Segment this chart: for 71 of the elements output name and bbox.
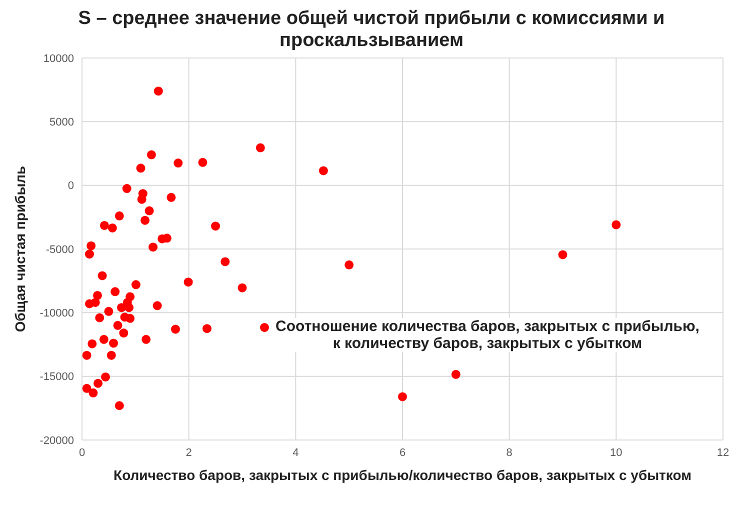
point [88,388,98,398]
y-tick-label: 5000 [50,116,74,129]
point [95,313,104,322]
point [174,158,183,168]
point [451,370,460,379]
point [114,211,124,220]
point [184,278,193,287]
point [220,257,230,266]
point [108,223,117,232]
point [144,206,154,216]
point [148,242,158,252]
point [84,250,94,259]
y-axis-title: Общая чистая прибыль [12,165,28,332]
point [198,158,208,167]
point [142,334,151,344]
point [154,86,163,96]
x-tick-label: 4 [292,446,299,459]
point [140,216,150,225]
point [110,287,120,296]
point [114,401,124,410]
point [117,303,126,312]
y-tick-label: -15000 [40,371,74,384]
x-tick-label: 10 [610,446,622,459]
point [558,250,568,260]
x-axis-title: Количество баров, закрытых с прибылью/количество баров, закрытых с убытком [114,467,692,483]
point [100,220,109,230]
point [211,222,220,231]
y-tick-label: -20000 [40,434,74,447]
chart-title: S – среднее значение общей чистой прибыли с комиссиями и проскальзыванием [77,8,666,52]
point [398,392,407,402]
x-tick-label: 12 [716,446,730,459]
point [94,378,103,388]
point [170,324,180,334]
y-tick-label: -5000 [46,244,74,256]
point [86,241,96,250]
point [101,372,110,382]
legend-label: Соотношение количества баров, закрытых с прибылью, к количеству баров, закрытых с убытком [275,318,700,352]
point [82,384,92,393]
point [99,334,108,344]
point [166,192,176,202]
point [238,283,247,292]
point [126,314,135,323]
point [612,220,621,230]
point [109,338,118,348]
point [104,306,114,316]
point [318,166,328,176]
point [152,301,162,310]
x-tick-label: 6 [399,446,406,459]
y-tick-label: -10000 [40,308,74,320]
y-tick-label: 0 [68,180,74,192]
point [137,194,146,204]
x-tick-label: 0 [78,446,86,459]
point [124,303,134,312]
point [90,298,100,307]
point [88,339,97,348]
point [106,350,116,360]
y-tick-label: 10000 [43,52,74,65]
point [122,184,132,194]
point [131,280,140,290]
point [136,164,146,173]
point [92,290,102,300]
point [98,271,107,280]
point [256,143,265,152]
point [119,328,128,338]
point [82,350,92,360]
point [113,320,122,330]
x-tick-label: 2 [186,446,192,459]
point [344,260,354,270]
point [202,324,212,334]
point [146,150,156,160]
x-tick-label: 8 [506,446,512,459]
